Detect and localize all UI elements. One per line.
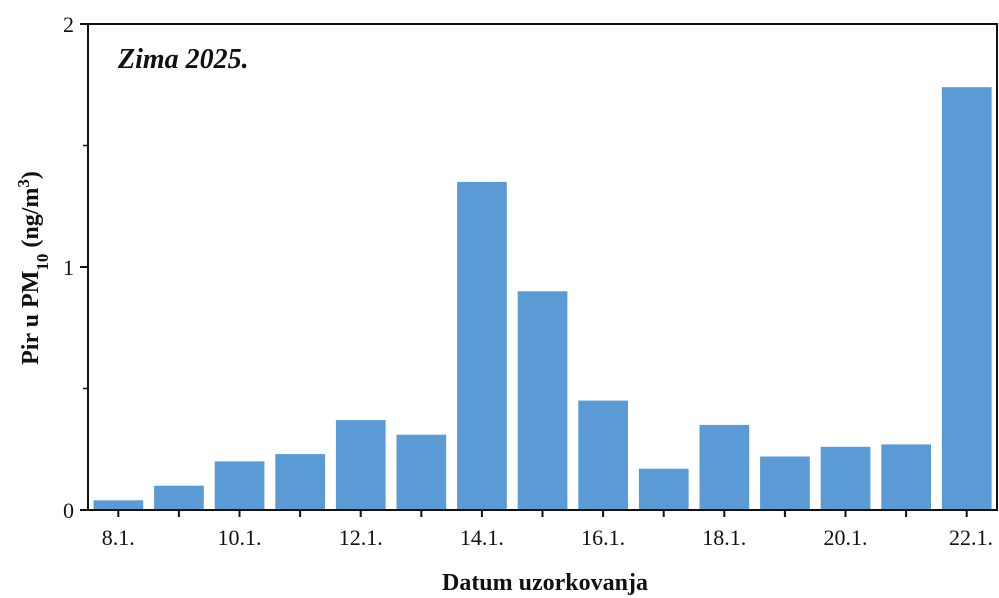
- bar-10: [638, 468, 689, 510]
- y-tick-label-0: 0: [63, 498, 74, 523]
- bar-9: [578, 400, 628, 510]
- y-axis-title-unit-close: ): [18, 171, 44, 179]
- x-tick-label-8: 16.1.: [581, 525, 625, 550]
- bar-7: [457, 181, 507, 510]
- bar-8: [517, 291, 568, 510]
- x-tick-label-6: 14.1.: [460, 525, 504, 550]
- y-tick-label-2: 2: [63, 12, 74, 37]
- bar-13: [820, 446, 871, 510]
- bar-12: [760, 456, 810, 510]
- y-tick-label-1: 1: [63, 255, 74, 280]
- y-axis-title: Pir u PM10 (ng/m3): [14, 171, 52, 365]
- y-ticks-group: 0 1 2: [63, 12, 88, 523]
- bar-6: [396, 434, 447, 510]
- bar-5: [335, 420, 386, 510]
- x-axis-title: Datum uzorkovanja: [442, 570, 648, 596]
- bar-14: [881, 444, 931, 510]
- x-tick-label-2: 10.1.: [218, 525, 262, 550]
- y-axis-title-unit: (ng/m: [18, 188, 44, 254]
- bar-3: [214, 461, 265, 510]
- bars-group: [93, 87, 992, 510]
- plot-frame: [87, 23, 998, 511]
- chart-title: Zima 2025.: [117, 44, 249, 75]
- x-tick-label-0: 8.1.: [102, 525, 135, 550]
- bar-15: [941, 87, 992, 510]
- y-axis-title-superscript: 3: [14, 179, 33, 188]
- bar-4: [275, 454, 325, 510]
- bar-2: [154, 485, 204, 510]
- x-ticks-group: 8.1. 10.1. 12.1. 14.1. 16.1. 18.1. 20.1. 22.1.: [102, 510, 993, 550]
- x-tick-label-14: 22.1.: [949, 525, 993, 550]
- y-axis-title-main: Pir u PM: [18, 271, 44, 365]
- y-axis-title-subscript: 10: [33, 254, 52, 271]
- bar-1: [93, 500, 144, 510]
- bar-11: [699, 424, 750, 510]
- x-tick-label-4: 12.1.: [339, 525, 383, 550]
- x-tick-label-10: 18.1.: [702, 525, 746, 550]
- x-tick-label-12: 20.1.: [824, 525, 868, 550]
